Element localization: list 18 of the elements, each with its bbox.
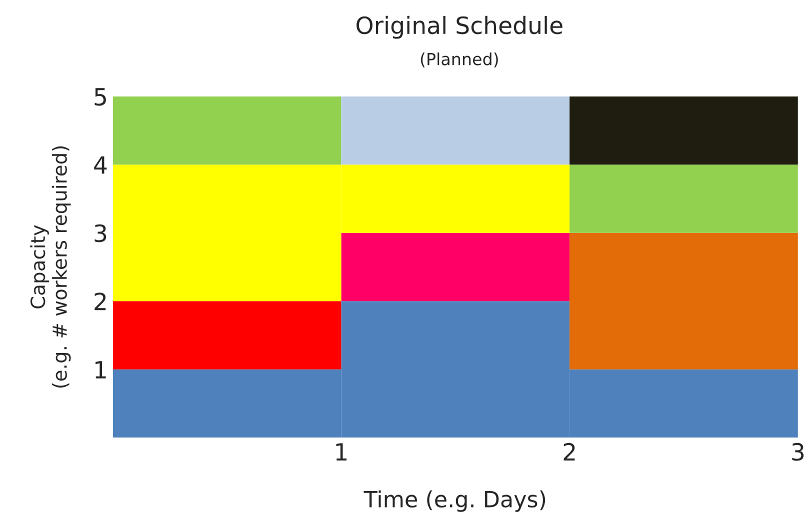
x-tick-label: 1 [336,443,347,460]
y-tick-label: 2 [94,292,106,310]
x-tick-label: 2 [564,442,575,460]
y-tick-label: 3 [94,224,106,242]
bar [112,301,342,370]
y-axis-title: Capacity (e.g. # workers required) [30,146,71,388]
x-axis-title: Time (e.g. Days) [364,490,546,512]
y-tick-label: 5 [94,88,106,106]
y-tick-label: 4 [94,156,107,174]
x-tick-label: 3 [792,442,804,461]
bar [570,96,798,165]
bar [112,96,342,165]
bar [341,96,570,165]
y-tick-label: 1 [96,361,106,378]
chart-subtitle: (Planned) [420,52,498,68]
chart-title: Original Schedule [356,16,562,39]
bar [570,232,798,370]
bar [341,232,570,302]
